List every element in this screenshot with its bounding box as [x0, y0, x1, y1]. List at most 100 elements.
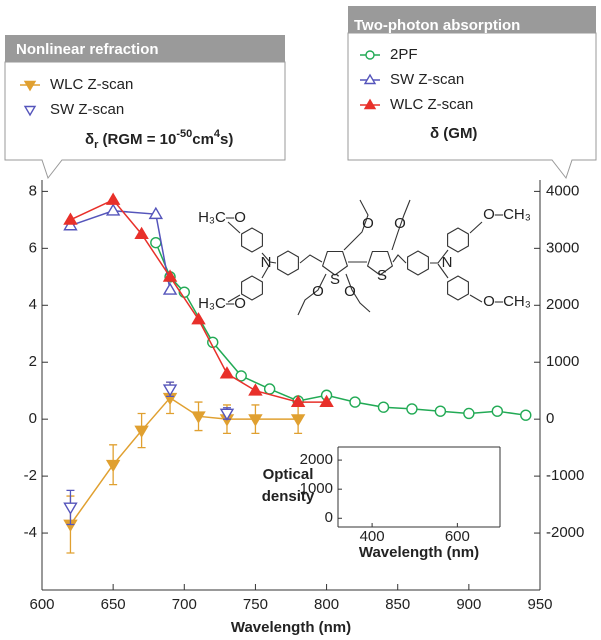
marker	[290, 414, 306, 427]
x-axis-label: Wavelength (nm)	[231, 619, 351, 636]
y-tick-label: 8	[29, 182, 37, 199]
legend-box	[4, 61, 286, 180]
legend-title: Two-photon absorption	[354, 17, 520, 34]
legend-title: Nonlinear refraction	[16, 41, 159, 58]
marker	[148, 206, 164, 220]
structure-label: H₃C–O	[198, 295, 246, 312]
marker	[191, 312, 206, 325]
structure-label: N	[261, 254, 272, 271]
structure-label: O	[344, 283, 356, 300]
marker	[349, 396, 361, 408]
marker	[191, 411, 206, 424]
x-tick-label: 700	[172, 596, 197, 613]
x-axis-label: Wavelength (nm)	[359, 544, 479, 561]
label-part: (GM)	[439, 125, 477, 142]
structure-label: O–CH₃	[483, 293, 531, 310]
x-tick-label: 650	[101, 596, 126, 613]
y2-tick-label: 4000	[546, 182, 579, 199]
ring	[447, 275, 469, 301]
ring	[277, 250, 299, 276]
marker	[23, 80, 37, 92]
marker	[434, 405, 447, 417]
y2-tick-label: -2000	[546, 524, 584, 541]
legend-header	[5, 35, 285, 62]
marker	[463, 407, 475, 420]
marker	[162, 282, 178, 295]
y-tick-label: 4	[29, 296, 37, 313]
y2-tick-label: 2000	[546, 296, 579, 313]
axis-label: δ (GM)	[430, 125, 477, 142]
x-tick-label: 900	[456, 596, 481, 613]
y-tick-label: 6	[29, 239, 37, 256]
x-tick-label: 950	[527, 596, 552, 613]
bond	[297, 199, 411, 316]
y-tick-label: -2	[24, 467, 37, 484]
y2-tick-label: -1000	[546, 467, 584, 484]
marker	[363, 73, 377, 85]
structure-label: O	[312, 283, 324, 300]
ring	[241, 227, 263, 253]
axis-label: δr (RGM = 10-50cm4s)	[85, 128, 233, 151]
label-part: δ	[430, 125, 439, 142]
structure-label: S	[330, 271, 340, 288]
marker	[219, 408, 235, 421]
label-part: cm	[192, 131, 214, 148]
label-part: δ	[85, 131, 94, 148]
marker	[235, 370, 247, 382]
marker	[520, 409, 532, 421]
marker	[377, 401, 390, 413]
marker	[363, 98, 377, 110]
ring	[241, 275, 263, 301]
x-tick-label: 400	[360, 528, 385, 545]
legend-label: WLC Z-scan	[390, 96, 473, 113]
x-tick-label: 850	[385, 596, 410, 613]
structure-label: O	[362, 215, 374, 232]
bond	[227, 221, 483, 303]
label-part: -50	[176, 128, 192, 140]
marker	[406, 403, 418, 415]
legend-header	[348, 6, 596, 33]
y-tick-label: 0	[325, 509, 333, 526]
legend-label: SW Z-scan	[50, 101, 124, 118]
ring	[407, 250, 429, 276]
y2-tick-label: 0	[546, 410, 554, 427]
marker	[263, 383, 276, 395]
structure-label: O–CH₃	[483, 206, 531, 223]
legend-label: SW Z-scan	[390, 71, 464, 88]
y-tick-label: 1000	[300, 480, 333, 497]
marker	[248, 383, 263, 396]
marker	[248, 414, 263, 427]
ring	[447, 227, 469, 253]
marker	[23, 105, 37, 117]
marker	[491, 405, 504, 417]
marker	[290, 394, 306, 407]
y2-tick-label: 1000	[546, 353, 579, 370]
marker	[219, 366, 235, 379]
y-tick-label: 2	[29, 353, 37, 370]
marker	[105, 203, 121, 216]
x-tick-label: 750	[243, 596, 268, 613]
structure-label: S	[377, 267, 387, 284]
legend-label: 2PF	[390, 46, 418, 63]
y-tick-label: 0	[29, 410, 37, 427]
legend-box	[347, 32, 597, 180]
structure-label: H₃C–O	[198, 209, 246, 226]
inset-background	[200, 440, 510, 560]
marker	[150, 236, 162, 249]
y-tick-label: -4	[24, 524, 37, 541]
series-line	[69, 396, 299, 525]
label-part: (RGM = 10	[98, 131, 176, 148]
structure-label: O	[394, 215, 406, 232]
marker	[105, 192, 121, 205]
label-part: 4	[214, 128, 221, 140]
y-tick-label: 2000	[300, 451, 333, 468]
label-part: r	[94, 139, 99, 151]
marker	[162, 269, 178, 282]
bond	[261, 249, 449, 279]
series-line	[70, 209, 171, 291]
x-tick-label: 600	[29, 596, 54, 613]
y-axis-label: density	[262, 488, 315, 505]
series-line	[155, 242, 526, 416]
x-tick-label: 800	[314, 596, 339, 613]
